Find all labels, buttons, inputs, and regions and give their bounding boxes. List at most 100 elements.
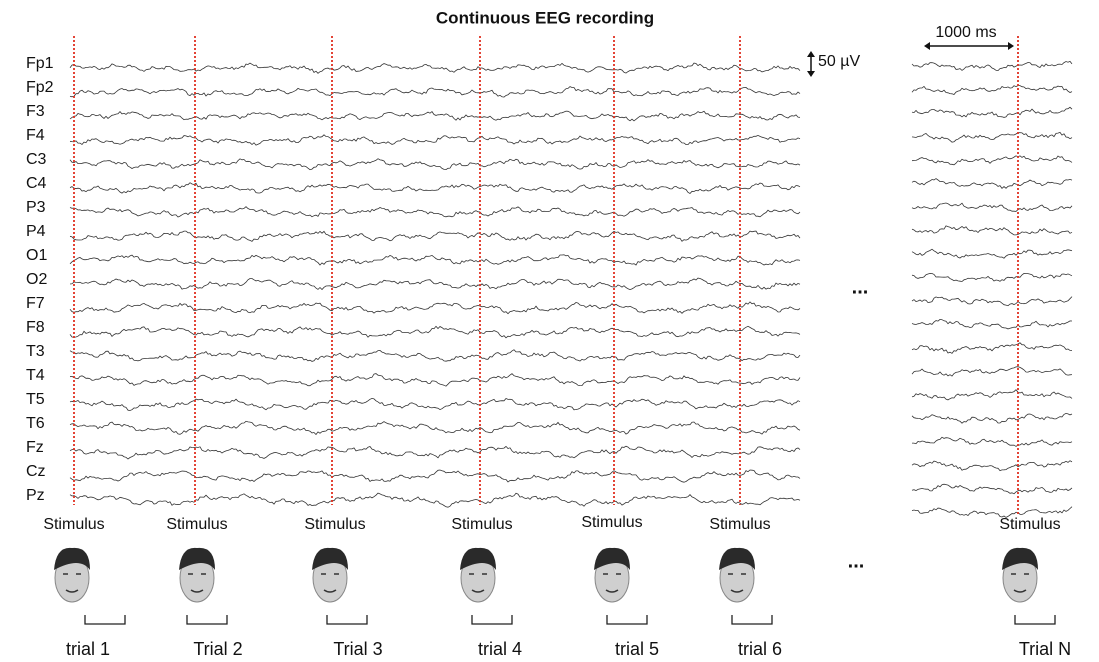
channel-label: F7 [26,295,45,312]
eeg-trace [69,230,801,242]
eeg-trace [911,296,1073,307]
channel-label: T4 [26,367,45,384]
stimulus-label: Stimulus [43,516,104,533]
trial-label: Trial 2 [193,639,242,659]
stimulus-label: Stimulus [999,516,1060,533]
eeg-trace [69,373,801,387]
eeg-trace [911,85,1073,95]
eeg-trace [69,277,801,291]
eeg-trace [911,202,1073,212]
eeg-trace [911,60,1073,72]
channel-label: O1 [26,247,47,264]
event-markers [73,36,1019,515]
eeg-trace [69,397,801,411]
ellipsis: ... [848,550,865,572]
channel-label: Fp1 [26,55,54,72]
eeg-trace [911,248,1073,259]
eeg-trace [911,483,1073,495]
title: Continuous EEG recording [436,8,654,27]
eeg-trace [911,342,1073,354]
trial-bracket [471,615,513,625]
eeg-trace [911,225,1073,236]
eeg-trace [911,178,1073,190]
stimulus-label: Stimulus [451,516,512,533]
trial-label: Trial N [1019,639,1071,659]
channel-label: F3 [26,103,45,120]
face-hair [719,547,755,570]
faces [54,547,1038,603]
channel-label: Fz [26,439,44,456]
trial-bracket [1014,615,1056,625]
eeg-trace [911,106,1073,118]
trial-label: trial 1 [66,639,110,659]
eeg-trace [69,301,801,315]
trial-bracket [326,615,368,625]
channel-label: C4 [26,175,47,192]
channel-label: O2 [26,271,47,288]
trial-bracket [731,615,773,625]
channel-label: F8 [26,319,45,336]
eeg-trace [911,272,1073,282]
face-features [728,573,746,593]
eeg-trace [912,436,1073,447]
eeg-trace [69,420,801,436]
channel-label: T5 [26,391,45,408]
stimulus-label: Stimulus [709,516,770,533]
face [54,547,90,603]
stimulus-label: Stimulus [304,516,365,533]
face [719,547,755,603]
eeg-trace [69,254,801,266]
channel-label: P3 [26,199,46,216]
eeg-trace [69,158,801,171]
channel-label: Fp2 [26,79,54,96]
amplitude-label: 50 µV [818,53,860,70]
amplitude-scale [807,51,815,77]
face-features [469,573,487,593]
eeg-trace [911,412,1073,424]
channel-label: T6 [26,415,45,432]
trial-label: trial 6 [738,639,782,659]
face-hair [460,547,496,570]
time-label: 1000 ms [935,24,996,41]
face-hair [312,547,348,570]
face-features [1011,573,1029,593]
eeg-trace [69,445,801,460]
face-features [603,573,621,593]
eeg-traces [69,60,1073,518]
trial-label: trial 5 [615,639,659,659]
trial-label: trial 4 [478,639,522,659]
stimulus-label: Stimulus [166,516,227,533]
eeg-trace [69,182,801,195]
channel-label: T3 [26,343,45,360]
trial-bracket [84,615,126,625]
channel-label: Cz [26,463,46,480]
channel-label: F4 [26,127,45,144]
eeg-trace [69,349,801,362]
face-hair [594,547,630,570]
scale-arrows [807,51,815,77]
time-scale [924,42,1014,50]
eeg-trace [69,110,801,122]
channel-label: P4 [26,223,46,240]
face [594,547,630,603]
eeg-trace [911,506,1073,518]
trial-label: Trial 3 [333,639,382,659]
face-features [188,573,206,593]
eeg-trace [911,460,1073,472]
face-features [63,573,81,593]
face [312,547,348,603]
ellipsis: ... [852,276,869,298]
channel-label: Pz [26,487,45,504]
eeg-trace [69,492,801,508]
face-features [321,573,339,593]
eeg-trace [69,325,801,339]
face-hair [179,547,215,570]
eeg-trace [69,86,801,98]
face-hair [54,547,90,570]
eeg-trace [911,366,1073,377]
labels: Fp1 Fp2 F3 F4 C3 C4 P3 P4 O1 O2 F7 F8 T3 T4 T5 T6 Fz Cz Pz… [26,55,1071,659]
eeg-trace [69,62,801,74]
face [1002,547,1038,603]
channel-label: C3 [26,151,47,168]
